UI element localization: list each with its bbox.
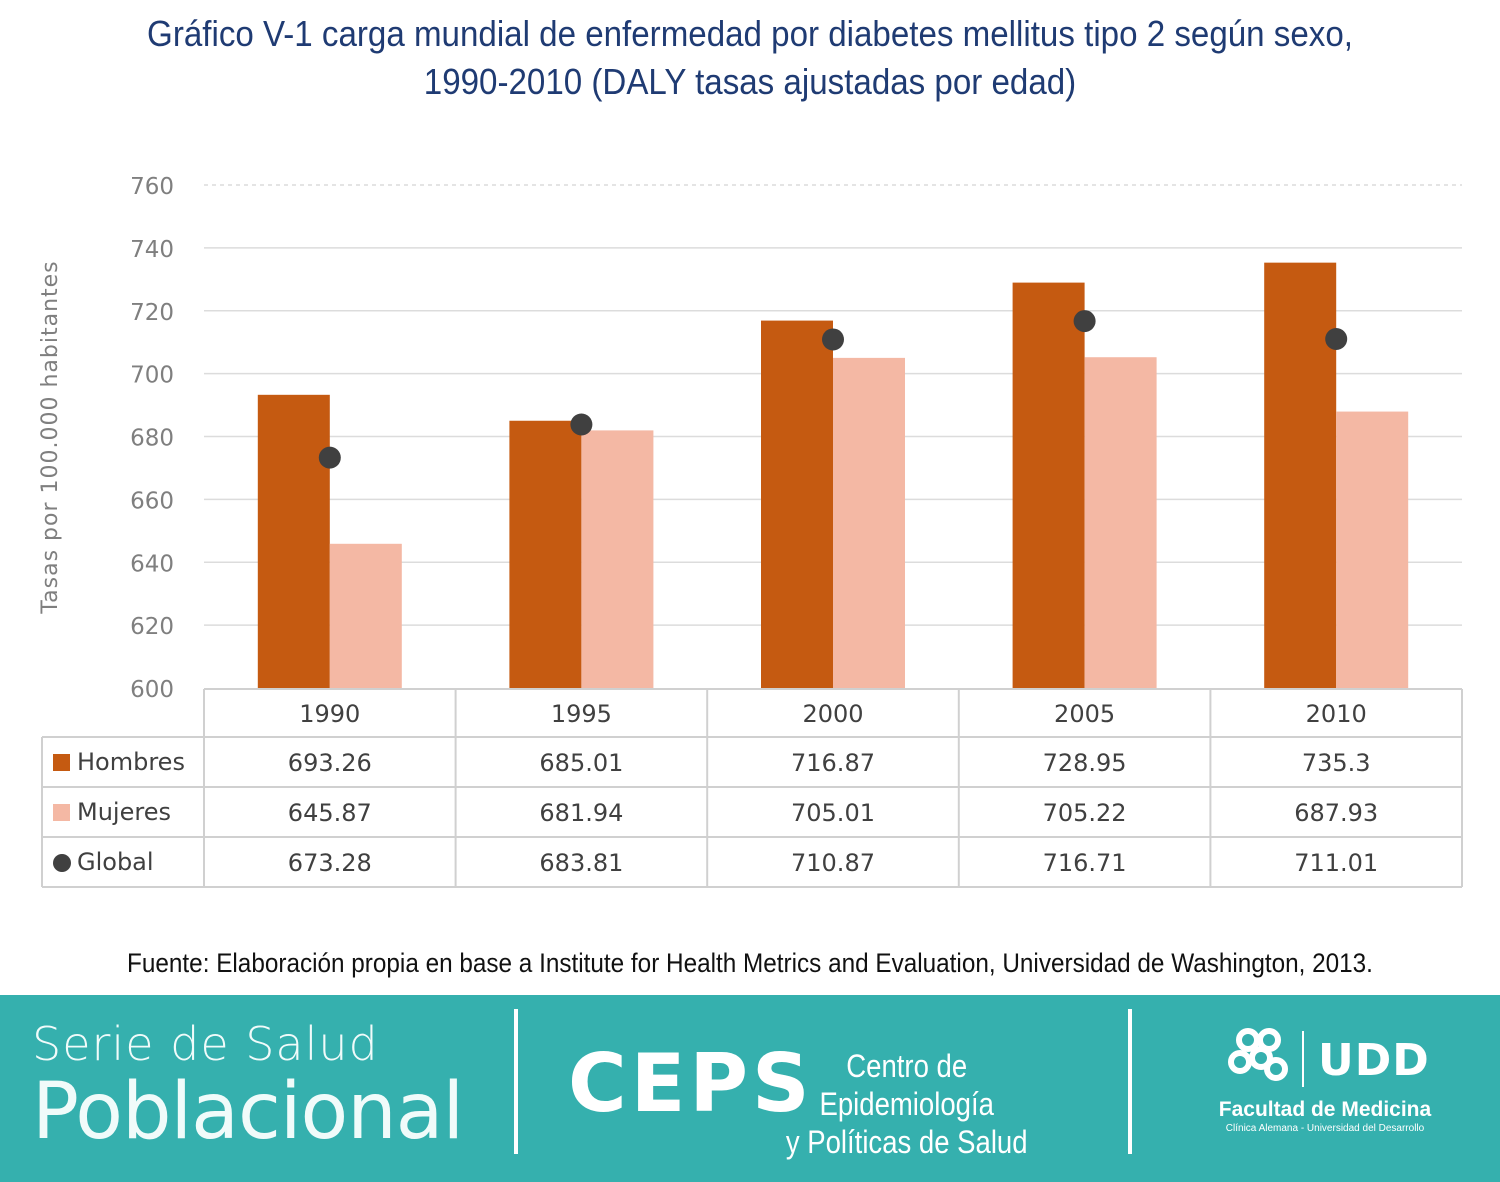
bar-hombres-2010 — [1264, 262, 1337, 688]
y-tick-label: 600 — [130, 677, 174, 703]
udd-emblem-icon — [1228, 1028, 1288, 1081]
data-label: 710.87 — [791, 849, 875, 877]
ceps-logo-text: CEPS — [568, 1037, 814, 1130]
legend-swatch-global — [53, 854, 71, 872]
x-tick-label: 2005 — [1054, 700, 1115, 728]
data-label: 735.3 — [1302, 749, 1371, 777]
footer-series-name: Poblacional — [32, 1067, 464, 1157]
chart-title-line-2: 1990-2010 (DALY tasas ajustadas por edad… — [423, 61, 1077, 102]
y-tick-label: 700 — [130, 363, 174, 389]
ceps-name-line-2: y Políticas de Salud — [785, 1124, 1028, 1160]
faculty-name: Facultad de Medicina — [1218, 1098, 1432, 1121]
y-tick-label: 640 — [130, 551, 174, 577]
footer-divider — [1128, 1009, 1132, 1154]
bar-hombres-2005 — [1012, 282, 1085, 688]
bar-hombres-1990 — [257, 394, 330, 688]
marker-global-2000 — [822, 328, 844, 351]
marker-global-2010 — [1325, 328, 1348, 351]
bars — [257, 262, 1409, 688]
legend-swatch-mujeres — [53, 804, 70, 821]
bar-mujeres-1990 — [329, 543, 402, 688]
footer-series-label: Serie de Salud — [32, 1017, 379, 1071]
legend-label-global: Global — [77, 848, 154, 876]
ceps-full-name: Centro de Epidemiología y Políticas de S… — [782, 1047, 1031, 1161]
bar-hombres-1995 — [509, 420, 582, 688]
global-markers — [318, 310, 1348, 469]
data-table: 1990 1995 2000 2005 2010 Hombres 693.26 685.01 7… — [41, 688, 1463, 888]
footer-logo-separator — [1302, 1031, 1304, 1087]
data-label: 681.94 — [539, 799, 623, 827]
chart-title: Gráfico V-1 carga mundial de enfermedad … — [60, 10, 1440, 106]
footer-banner: Serie de Salud Poblacional CEPS Centro d… — [0, 995, 1500, 1182]
data-label: 645.87 — [288, 799, 372, 827]
legend-label-hombres: Hombres — [77, 748, 185, 776]
bar-mujeres-1995 — [581, 430, 654, 688]
marker-global-1995 — [570, 413, 593, 436]
data-label: 685.01 — [539, 749, 623, 777]
faculty-subtitle: Clínica Alemana - Universidad del Desarr… — [1225, 1123, 1425, 1134]
ceps-name-line-1: Centro de Epidemiología — [819, 1048, 994, 1122]
x-tick-label: 1995 — [551, 700, 612, 728]
bar-mujeres-2000 — [833, 357, 905, 688]
chart: 600 620 640 660 680 700 720 740 760 Tasas por 10… — [38, 174, 1463, 888]
data-label: 693.26 — [288, 749, 372, 777]
legend-label-mujeres: Mujeres — [77, 798, 171, 826]
udd-logo-text: UDD — [1318, 1035, 1430, 1086]
y-tick-label: 660 — [130, 488, 174, 514]
data-label: 705.01 — [791, 799, 875, 827]
data-label: 716.87 — [791, 749, 875, 777]
data-label: 683.81 — [539, 849, 623, 877]
x-tick-label: 2010 — [1306, 700, 1367, 728]
bar-hombres-2000 — [761, 320, 833, 688]
footer-divider — [514, 1009, 518, 1154]
chart-title-line-1: Gráfico V-1 carga mundial de enfermedad … — [147, 13, 1353, 54]
marker-global-1990 — [318, 446, 341, 469]
y-tick-label: 720 — [130, 300, 174, 326]
legend-swatch-hombres — [53, 754, 70, 771]
y-axis-ticks: 600 620 640 660 680 700 720 740 760 — [130, 174, 174, 703]
bar-mujeres-2005 — [1084, 357, 1157, 688]
data-label: 711.01 — [1294, 849, 1378, 877]
y-tick-label: 740 — [130, 237, 174, 263]
data-label: 716.71 — [1043, 849, 1127, 877]
y-tick-label: 760 — [130, 174, 174, 200]
marker-global-2005 — [1073, 310, 1096, 333]
data-label: 687.93 — [1294, 799, 1378, 827]
data-label: 673.28 — [288, 849, 372, 877]
y-tick-label: 680 — [130, 426, 174, 452]
source-note: Fuente: Elaboración propia en base a Ins… — [127, 948, 1373, 978]
data-label: 705.22 — [1043, 799, 1127, 827]
y-axis-label: Tasas por 100.000 habitantes — [38, 260, 63, 614]
bar-mujeres-2010 — [1336, 411, 1409, 688]
data-label: 728.95 — [1043, 749, 1127, 777]
x-tick-label: 1990 — [299, 700, 360, 728]
x-tick-label: 2000 — [802, 700, 863, 728]
y-tick-label: 620 — [130, 614, 174, 640]
